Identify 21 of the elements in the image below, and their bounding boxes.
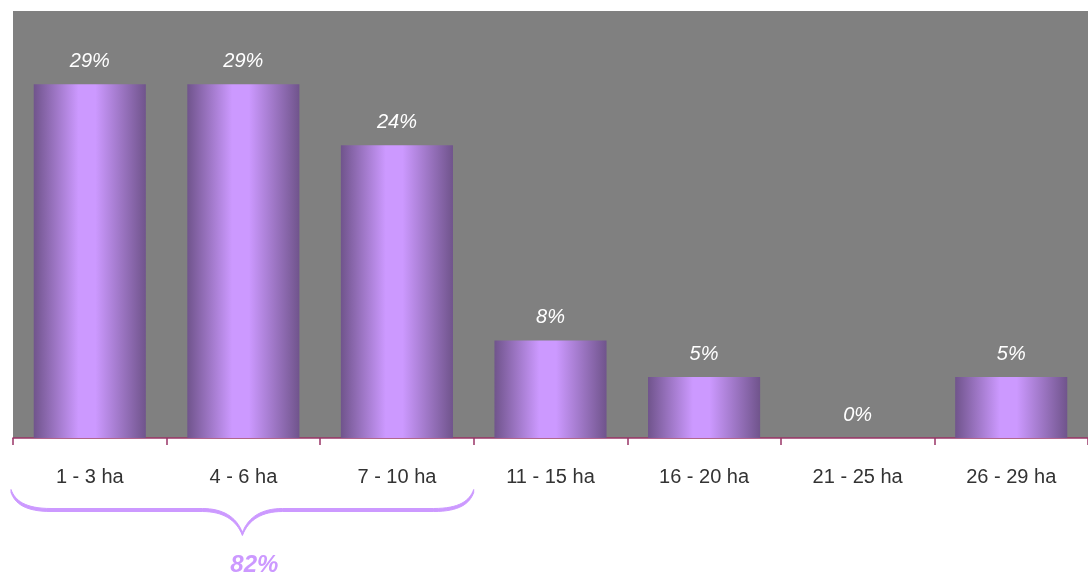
- bar: [648, 377, 761, 438]
- x-tick-label: 11 - 15 ha: [506, 465, 596, 487]
- text: 82%: [230, 550, 279, 577]
- data-label: 5%: [996, 342, 1026, 364]
- data-label: 24%: [375, 110, 417, 133]
- data-label: 0%: [843, 403, 873, 425]
- x-tick-label: 1 - 3 ha: [55, 465, 125, 487]
- x-tick-label: 26 - 29 ha: [966, 465, 1058, 487]
- bar: [340, 145, 453, 438]
- bar: [187, 84, 300, 438]
- bar: [494, 340, 607, 438]
- data-label: 29%: [68, 49, 110, 72]
- x-tick-label: 7 - 10 ha: [357, 465, 438, 487]
- x-tick-label: 4 - 6 ha: [209, 465, 279, 487]
- x-tick-label: 21 - 25 ha: [812, 465, 904, 487]
- data-label: 8%: [536, 305, 565, 328]
- data-label: 5%: [689, 342, 719, 364]
- bar: [33, 84, 146, 438]
- data-label: 29%: [222, 49, 264, 72]
- bar: [955, 377, 1068, 438]
- x-tick-label: 16 - 20 ha: [659, 465, 750, 487]
